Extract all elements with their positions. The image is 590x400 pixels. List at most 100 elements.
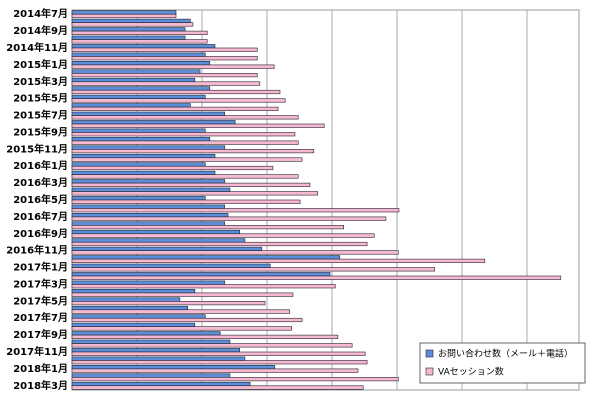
bar [71,165,274,171]
bar [71,250,399,255]
bar [71,263,271,268]
y-tick-label: 2016年7月 [13,210,68,223]
bar [71,238,246,243]
bar [71,140,299,145]
bar [71,208,400,213]
bar [71,373,231,378]
bar [71,292,294,297]
bar [71,246,263,251]
y-tick-label: 2014年7月 [13,7,68,20]
bar [71,137,211,142]
bar [71,272,331,277]
y-tick-label: 2015年3月 [13,75,68,88]
bar [71,64,275,69]
y-tick-label: 2017年3月 [13,277,68,290]
bar [71,196,206,201]
bar [71,317,303,323]
y-tick-label: 2016年1月 [13,159,68,172]
bar [71,284,336,289]
bar [71,81,261,86]
bar [71,280,226,285]
y-tick-label: 2017年11月 [6,345,68,358]
bar [71,27,186,32]
bar [71,18,191,23]
bar [71,377,399,382]
bar [71,199,301,204]
bar [71,174,299,179]
bar [71,241,368,247]
bar [71,301,266,306]
bar [71,381,251,387]
bar [71,360,368,365]
bar [71,216,387,221]
y-tick-label: 2016年9月 [13,227,68,240]
y-tick-label: 2014年11月 [6,41,68,54]
legend-swatch [425,367,434,376]
bar [71,170,216,175]
bar [71,30,208,35]
legend-label: お問い合わせ数（メール＋電話） [438,348,573,360]
bar [71,61,211,66]
y-tick-label: 2016年11月 [6,244,68,257]
bar [71,297,181,302]
bar [71,89,281,95]
bar [71,343,353,348]
bar [71,356,246,361]
legend-swatch [425,349,434,358]
bar [71,13,177,19]
bar [71,69,201,74]
bar [71,348,240,353]
bar [71,162,206,167]
bar [71,103,191,108]
bar [71,322,196,327]
bar [71,145,226,150]
bar [71,132,296,137]
bar [71,331,221,336]
bar [71,233,375,238]
bar [71,94,206,99]
y-tick-label: 2015年7月 [13,109,68,122]
bar [71,365,276,370]
legend-box [419,342,586,384]
bar [71,98,286,103]
legend: お問い合わせ数（メール＋電話） VAセッション数 [419,342,586,384]
bar [71,225,345,230]
y-tick-label: 2018年3月 [13,379,68,392]
bar [71,35,186,40]
bar [71,153,216,159]
bar [71,305,188,311]
bar [71,368,359,373]
y-tick-label: 2015年9月 [13,125,68,138]
y-tick-label: 2015年1月 [13,58,68,71]
bar [71,179,226,184]
bar [71,385,364,390]
bar [71,10,177,15]
bar [71,258,486,263]
y-tick-label: 2015年5月 [13,92,68,105]
bar [71,123,325,128]
bar [71,73,258,78]
bar [71,44,216,49]
bar [71,86,211,91]
bar [71,182,311,187]
bar [71,47,258,52]
bar [71,204,226,209]
bar [71,191,318,196]
bar [71,289,196,294]
y-tick-label: 2017年5月 [13,294,68,307]
bar [71,120,236,125]
bar [71,128,206,133]
bar [71,22,194,27]
bar [71,106,279,111]
bar [71,326,292,331]
y-tick-label: 2018年1月 [13,362,68,375]
y-tick-label: 2016年5月 [13,193,68,206]
y-tick-label: 2017年1月 [13,261,68,274]
bar [71,213,229,218]
bar [71,229,240,235]
bar [71,275,562,280]
bar [71,52,206,57]
bar [71,221,226,226]
bar [71,77,196,83]
